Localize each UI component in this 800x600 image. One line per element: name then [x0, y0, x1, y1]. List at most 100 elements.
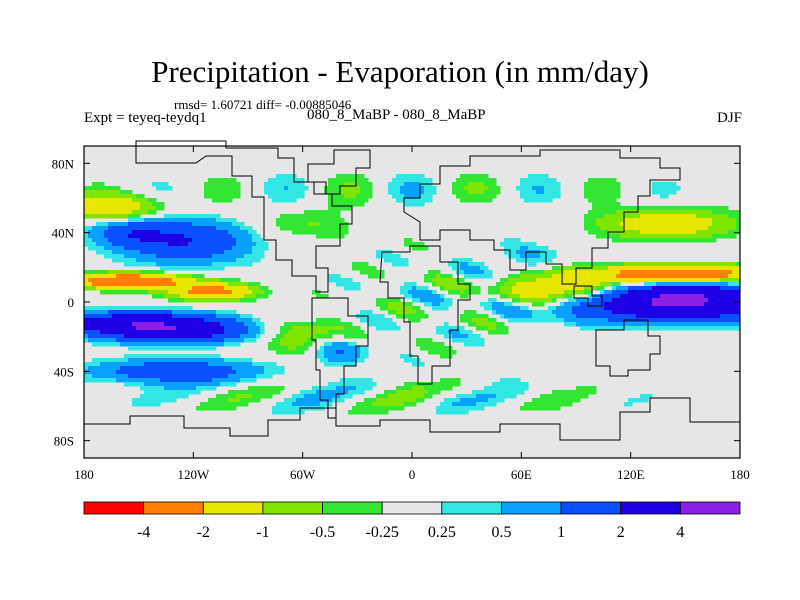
field-cell [532, 302, 545, 307]
field-cell [268, 194, 305, 199]
field-cell [152, 182, 169, 187]
field-cell [444, 298, 453, 303]
field-cell [728, 274, 741, 279]
field-cell [528, 246, 549, 251]
field-cell [360, 354, 369, 359]
field-cell [392, 262, 409, 267]
field-cell [216, 218, 237, 223]
field-cell [268, 346, 289, 351]
field-cell [368, 274, 385, 279]
field-cell [288, 330, 329, 335]
field-cell [636, 314, 721, 319]
field-cell [456, 394, 477, 399]
field-cell [328, 182, 345, 187]
field-cell [344, 194, 357, 199]
field-cell [352, 406, 405, 411]
field-cell [204, 194, 241, 199]
field-cell [388, 306, 413, 311]
field-cell [128, 218, 145, 223]
field-cell [412, 306, 421, 311]
field-cell [376, 254, 401, 259]
field-cell [464, 342, 485, 347]
field-cell [140, 206, 157, 211]
field-cell [292, 326, 345, 331]
field-cell [124, 334, 213, 339]
field-cell [424, 190, 437, 195]
field-cell [440, 286, 445, 291]
field-cell [316, 350, 325, 355]
field-cell [504, 282, 517, 287]
field-cell [216, 314, 241, 319]
field-cell [276, 218, 345, 223]
coastline-antarctica [84, 397, 740, 441]
field-cell [152, 202, 165, 207]
field-cell [156, 254, 213, 259]
field-cell [336, 174, 365, 179]
field-cell [112, 250, 141, 255]
field-cell [124, 246, 233, 251]
field-cell [424, 186, 437, 191]
field-cell [492, 302, 505, 307]
field-cell [208, 398, 229, 403]
field-cell [452, 402, 477, 407]
field-cell [212, 198, 233, 203]
field-cell [728, 282, 741, 287]
field-cell [240, 226, 253, 231]
field-cell [644, 282, 657, 287]
field-cell [492, 306, 521, 311]
field-cell [104, 234, 129, 239]
field-cell [148, 210, 157, 215]
field-cell [132, 398, 177, 403]
field-cell [144, 362, 209, 367]
field-cell [604, 214, 641, 219]
field-cell [416, 286, 429, 291]
field-cell [204, 182, 241, 187]
field-cell [256, 242, 269, 247]
field-cell [84, 214, 129, 219]
field-cell [328, 358, 357, 363]
field-cell [564, 302, 581, 307]
field-cell [588, 198, 617, 203]
coastlines [84, 140, 740, 441]
field-cell [492, 310, 497, 315]
field-cell [196, 386, 217, 391]
field-cell [444, 322, 449, 327]
field-cell [256, 322, 265, 327]
field-cell [696, 214, 729, 219]
field-cell [228, 282, 249, 287]
field-cell [504, 246, 521, 251]
field-cell [404, 202, 425, 207]
colorbar-swatch [441, 501, 502, 515]
field-cell [460, 318, 473, 323]
field-cell [88, 234, 105, 239]
field-cell [420, 346, 453, 351]
field-cell [608, 266, 741, 271]
field-cell [240, 298, 257, 303]
field-cell [392, 178, 433, 183]
field-cell [344, 326, 361, 331]
field-cell [248, 386, 285, 391]
field-cell [172, 278, 197, 283]
field-cell [84, 362, 101, 367]
field-cell [152, 294, 165, 299]
field-cell [188, 290, 233, 295]
field-cell [320, 402, 333, 407]
field-cell [328, 274, 341, 279]
field-cell [444, 286, 469, 291]
field-cell [156, 262, 213, 267]
field-cell [280, 330, 289, 335]
field-cell [108, 270, 141, 275]
field-cell [252, 238, 265, 243]
field-cell [460, 198, 493, 203]
field-cell [628, 286, 653, 291]
field-cell [108, 226, 217, 231]
field-cell [304, 342, 313, 347]
field-cell [100, 362, 145, 367]
field-cell [124, 254, 157, 259]
field-cell [240, 314, 253, 319]
field-cell [440, 354, 453, 359]
field-cell [172, 314, 217, 319]
field-cell [160, 378, 213, 383]
y-tick-label: 80S [54, 434, 74, 449]
field-cell [84, 326, 137, 331]
